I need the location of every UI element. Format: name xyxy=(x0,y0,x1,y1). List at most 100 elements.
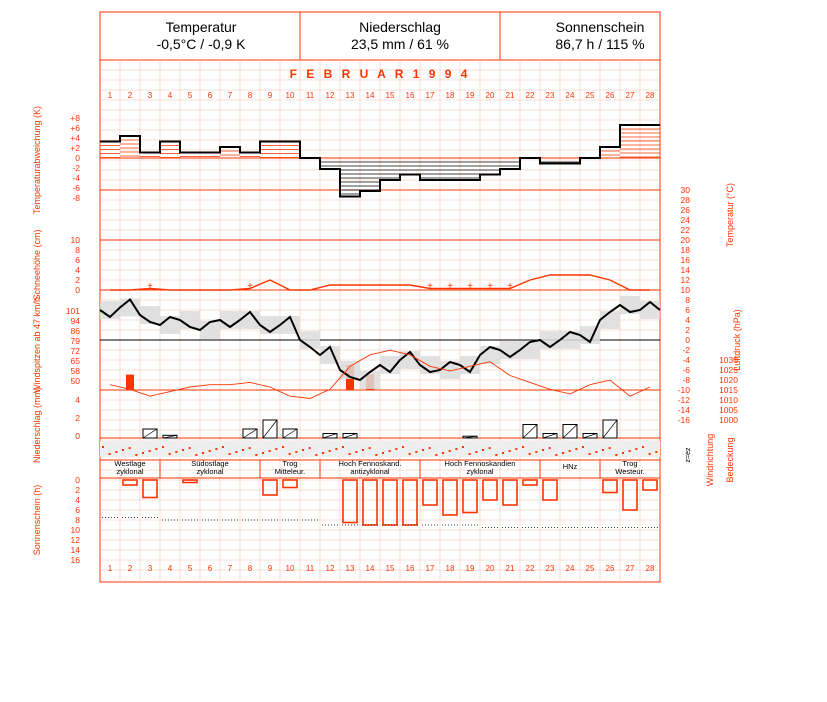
temperature-tick: 0 xyxy=(685,335,690,345)
day-label-bottom: 26 xyxy=(606,564,615,573)
sunshine-bar xyxy=(462,479,478,514)
snow-trace-mark: + xyxy=(447,281,453,292)
wind-direction-dot xyxy=(242,449,244,451)
temperature-tick: 10 xyxy=(681,285,691,295)
temperature-tick: 26 xyxy=(681,205,691,215)
day-label-bottom: 25 xyxy=(586,564,595,573)
wind-gust-bar xyxy=(126,374,134,390)
wind-direction-dot xyxy=(288,453,291,455)
cloud-cover-label: Bedeckung xyxy=(725,437,735,482)
wind-tick: 65 xyxy=(71,356,81,366)
wind-direction-dot xyxy=(115,451,118,453)
snow-axis-label: Schneehöhe (cm) xyxy=(32,229,42,300)
snow-depth-line xyxy=(110,274,650,291)
pressure-tick: 1005 xyxy=(719,405,738,415)
wind-direction-dot xyxy=(615,454,618,456)
snow-tick: 10 xyxy=(71,235,81,245)
sunshine-bar xyxy=(282,479,298,489)
day-label-top: 26 xyxy=(606,91,615,100)
header-sunshine-value: 86,7 h / 115 % xyxy=(555,36,645,52)
snow-tick: 6 xyxy=(75,255,80,265)
temp-anomaly-tick: -8 xyxy=(72,193,80,203)
temperature-range-band xyxy=(520,341,540,359)
pressure-tick: 1015 xyxy=(719,385,738,395)
day-label-top: 22 xyxy=(526,91,535,100)
day-label-top: 27 xyxy=(626,91,635,100)
weather-type-label: Hoch Fennoskand. xyxy=(339,459,402,468)
temp-anomaly-tick: -2 xyxy=(72,163,80,173)
wind-direction-dot xyxy=(402,446,404,448)
day-label-bottom: 18 xyxy=(446,564,455,573)
wind-direction-dot xyxy=(368,447,371,449)
wind-direction-dot xyxy=(642,446,644,448)
temperature-tick: -4 xyxy=(682,355,690,365)
wind-direction-dot xyxy=(608,447,611,449)
weather-type-label: antizyklonal xyxy=(350,467,390,476)
header-precipitation-title: Niederschlag xyxy=(359,19,441,35)
wind-direction-dot xyxy=(495,454,498,456)
sunshine-bar xyxy=(542,479,558,501)
wind-direction-dot xyxy=(282,446,284,448)
day-label-top: 3 xyxy=(148,91,153,100)
wind-direction-dot xyxy=(175,451,178,453)
day-label-top: 4 xyxy=(168,91,173,100)
precip-bar-hatch xyxy=(322,433,338,439)
day-label-top: 18 xyxy=(446,91,455,100)
wind-direction-dot xyxy=(275,448,278,450)
wind-tick: 86 xyxy=(71,326,81,336)
wind-direction-dot xyxy=(382,452,384,454)
wind-direction-dot xyxy=(388,450,391,452)
wind-direction-dot xyxy=(415,451,418,453)
day-label-top: 6 xyxy=(208,91,213,100)
day-label-top: 8 xyxy=(248,91,253,100)
precip-bar-hatch xyxy=(602,419,618,439)
temperature-tick: 24 xyxy=(681,215,691,225)
temp-anomaly-tick: 0 xyxy=(75,153,80,163)
sunshine-bar xyxy=(182,479,198,484)
sunshine-bar xyxy=(442,479,458,516)
precip-axis-label: Niederschlag (mm) xyxy=(32,387,42,463)
wind-direction-dot xyxy=(302,449,304,451)
precip-bar-hatch xyxy=(162,434,178,439)
pressure-tick: 1000 xyxy=(719,415,738,425)
sunshine-bar xyxy=(422,479,438,506)
weather-type-label: Südostlage xyxy=(191,459,229,468)
day-label-top: 21 xyxy=(506,91,515,100)
wind-direction-dot xyxy=(315,454,318,456)
wind-direction-dot xyxy=(655,451,658,453)
day-label-bottom: 7 xyxy=(228,564,233,573)
wind-direction-dot xyxy=(375,454,378,456)
precip-tick: 2 xyxy=(75,413,80,423)
temperature-tick: -10 xyxy=(678,385,691,395)
day-label-top: 25 xyxy=(586,91,595,100)
day-label-bottom: 20 xyxy=(486,564,495,573)
wind-direction-dot xyxy=(442,452,444,454)
snow-trace-mark: + xyxy=(487,281,493,292)
temperature-range-band xyxy=(360,371,380,389)
precip-tick: 4 xyxy=(75,395,80,405)
wind-direction-dot xyxy=(208,450,211,452)
day-label-top: 10 xyxy=(286,91,295,100)
precip-tick: 0 xyxy=(75,431,80,441)
precip-bar-hatch xyxy=(562,424,578,439)
day-label-bottom: 23 xyxy=(546,564,555,573)
snow-trace-mark: + xyxy=(247,281,253,292)
wind-direction-dot xyxy=(408,453,411,455)
wind-tick: 79 xyxy=(71,336,81,346)
weather-type-label: Trog xyxy=(282,459,297,468)
temperature-tick: 30 xyxy=(681,185,691,195)
wind-direction-dot xyxy=(628,450,631,452)
wind-direction-dot xyxy=(488,447,491,449)
wind-direction-dot xyxy=(255,454,258,456)
wind-tick: 72 xyxy=(71,346,81,356)
day-label-bottom: 15 xyxy=(386,564,395,573)
precip-bar-hatch xyxy=(342,433,358,439)
precip-bar-hatch xyxy=(462,435,478,439)
wind-direction-dot xyxy=(248,447,251,449)
day-label-bottom: 10 xyxy=(286,564,295,573)
wind-direction-dot xyxy=(262,452,264,454)
day-label-bottom: 19 xyxy=(466,564,475,573)
wind-direction-dot xyxy=(455,448,458,450)
wind-direction-dot xyxy=(535,451,538,453)
wind-direction-dot xyxy=(575,448,578,450)
